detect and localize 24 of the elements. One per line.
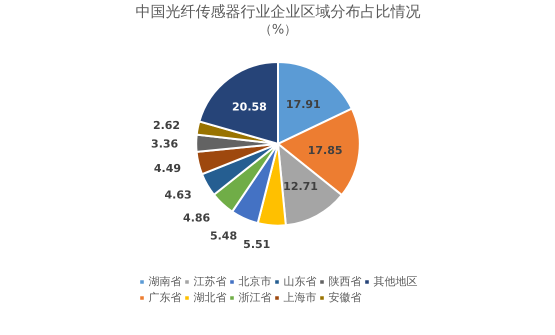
data-label: 4.49 bbox=[154, 162, 182, 175]
legend-label: 江苏省 bbox=[194, 274, 226, 289]
data-label: 17.85 bbox=[308, 144, 343, 157]
legend-label: 湖南省 bbox=[148, 274, 182, 289]
data-label: 12.71 bbox=[283, 180, 318, 194]
legend-label: 上海市 bbox=[284, 290, 316, 305]
data-label: 5.51 bbox=[243, 238, 270, 251]
legend-label: 其他地区 bbox=[374, 274, 418, 289]
chart-title: 中国光纤传感器行业企业区域分布占比情况 bbox=[136, 2, 420, 20]
legend-label: 浙江省 bbox=[238, 290, 272, 305]
legend-label: 陕西省 bbox=[328, 274, 362, 289]
legend-label: 安徽省 bbox=[328, 290, 362, 305]
data-label: 5.48 bbox=[210, 229, 238, 242]
data-label: 3.36 bbox=[151, 138, 179, 151]
data-label: 4.86 bbox=[183, 212, 211, 225]
data-label: 20.58 bbox=[232, 100, 267, 114]
chart-subtitle: （%） bbox=[258, 22, 298, 38]
legend-label: 山东省 bbox=[284, 274, 316, 289]
data-label: 17.91 bbox=[286, 98, 321, 112]
data-label: 4.63 bbox=[164, 188, 192, 202]
legend-label: 广东省 bbox=[148, 290, 182, 305]
legend-label: 北京市 bbox=[238, 274, 272, 289]
legend-label: 湖北省 bbox=[194, 290, 226, 305]
data-label: 2.62 bbox=[152, 118, 180, 132]
